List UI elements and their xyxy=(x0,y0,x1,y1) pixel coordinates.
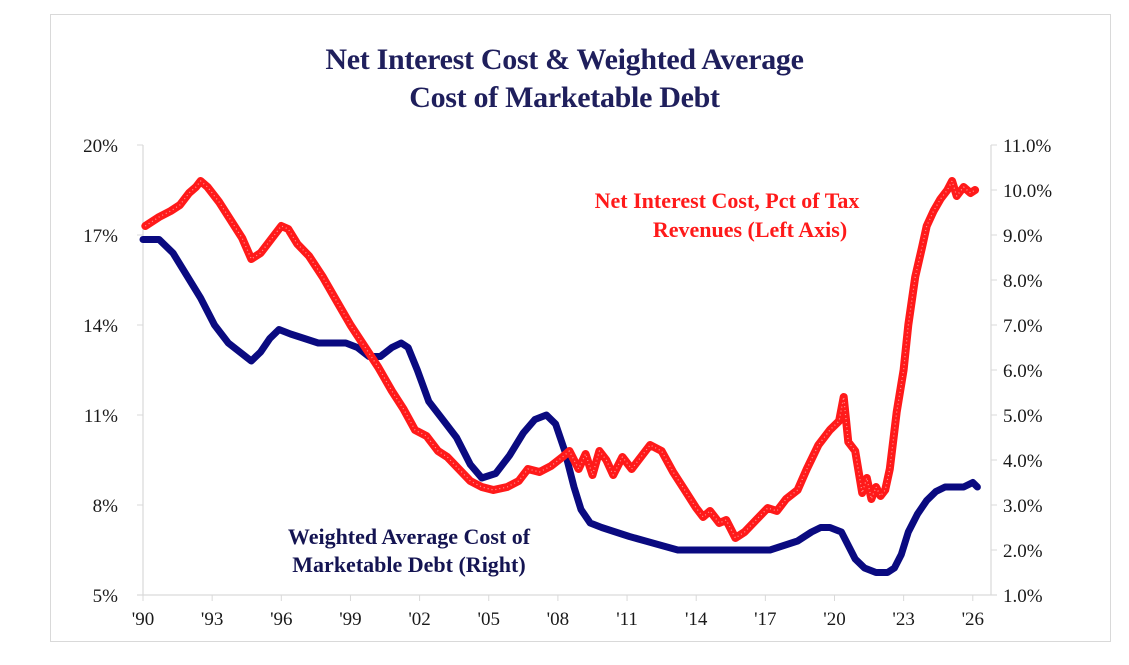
chart-title-line-2: Cost of Marketable Debt xyxy=(409,81,720,114)
x-axis-tick-label: '20 xyxy=(823,609,845,630)
x-axis-tick-label: '99 xyxy=(339,609,361,630)
series-layer xyxy=(139,177,981,576)
axes: 5% 8% 11% 14% 17% 20% 1.0% 2.0% 3.0% 4.0% 5.0% 6.0%… xyxy=(83,136,1052,630)
x-axis-tick-label: '02 xyxy=(408,609,430,630)
x-axis-tick-label: '23 xyxy=(892,609,914,630)
left-axis-tick-label: 17% xyxy=(83,226,118,247)
chart-frame xyxy=(50,14,1111,642)
chart-title-line-1: Net Interest Cost & Weighted Average xyxy=(325,43,804,76)
right-axis-tick-label: 2.0% xyxy=(1003,541,1043,562)
left-axis-tick-label: 20% xyxy=(83,136,118,157)
right-axis-tick-label: 7.0% xyxy=(1003,316,1043,337)
right-axis-tick-label: 10.0% xyxy=(1003,181,1052,202)
left-axis-tick-label: 8% xyxy=(93,496,119,517)
right-axis-tick-label: 11.0% xyxy=(1003,136,1052,157)
series-line-weighted-avg-cost xyxy=(139,236,981,576)
left-axis-tick-label: 14% xyxy=(83,316,118,337)
right-axis-tick-label: 4.0% xyxy=(1003,451,1043,472)
x-axis-tick-label: '14 xyxy=(685,609,708,630)
series-line-net-interest-cost xyxy=(141,177,980,542)
x-axis-tick-label: '93 xyxy=(201,609,223,630)
annotation-net-interest-line-2: Revenues (Left Axis) xyxy=(653,217,847,242)
annotation-wacd-line-1: Weighted Average Cost of xyxy=(288,524,531,549)
left-axis-tick-label: 11% xyxy=(84,406,118,427)
right-axis-tick-label: 5.0% xyxy=(1003,406,1043,427)
right-axis-tick-label: 8.0% xyxy=(1003,271,1043,292)
x-axis-tick-label: '05 xyxy=(478,609,500,630)
x-axis-tick-label: '96 xyxy=(270,609,292,630)
annotation-wacd-line-2: Marketable Debt (Right) xyxy=(292,552,525,577)
x-axis-tick-label: '26 xyxy=(962,609,984,630)
right-axis-tick-label: 1.0% xyxy=(1003,586,1043,607)
left-axis-tick-label: 5% xyxy=(93,586,119,607)
x-axis-tick-label: '17 xyxy=(754,609,776,630)
right-axis-tick-label: 6.0% xyxy=(1003,361,1043,382)
annotation-net-interest-line-1: Net Interest Cost, Pct of Tax xyxy=(595,188,860,213)
series-line-texture-net-interest-cost xyxy=(144,180,976,539)
x-axis-tick-label: '90 xyxy=(132,609,154,630)
annotations: Net Interest Cost, Pct of Tax Revenues (… xyxy=(288,188,859,577)
right-axis-tick-label: 9.0% xyxy=(1003,226,1043,247)
x-axis-tick-label: '08 xyxy=(547,609,569,630)
x-axis-tick-label: '11 xyxy=(616,609,638,630)
right-axis-tick-label: 3.0% xyxy=(1003,496,1043,517)
